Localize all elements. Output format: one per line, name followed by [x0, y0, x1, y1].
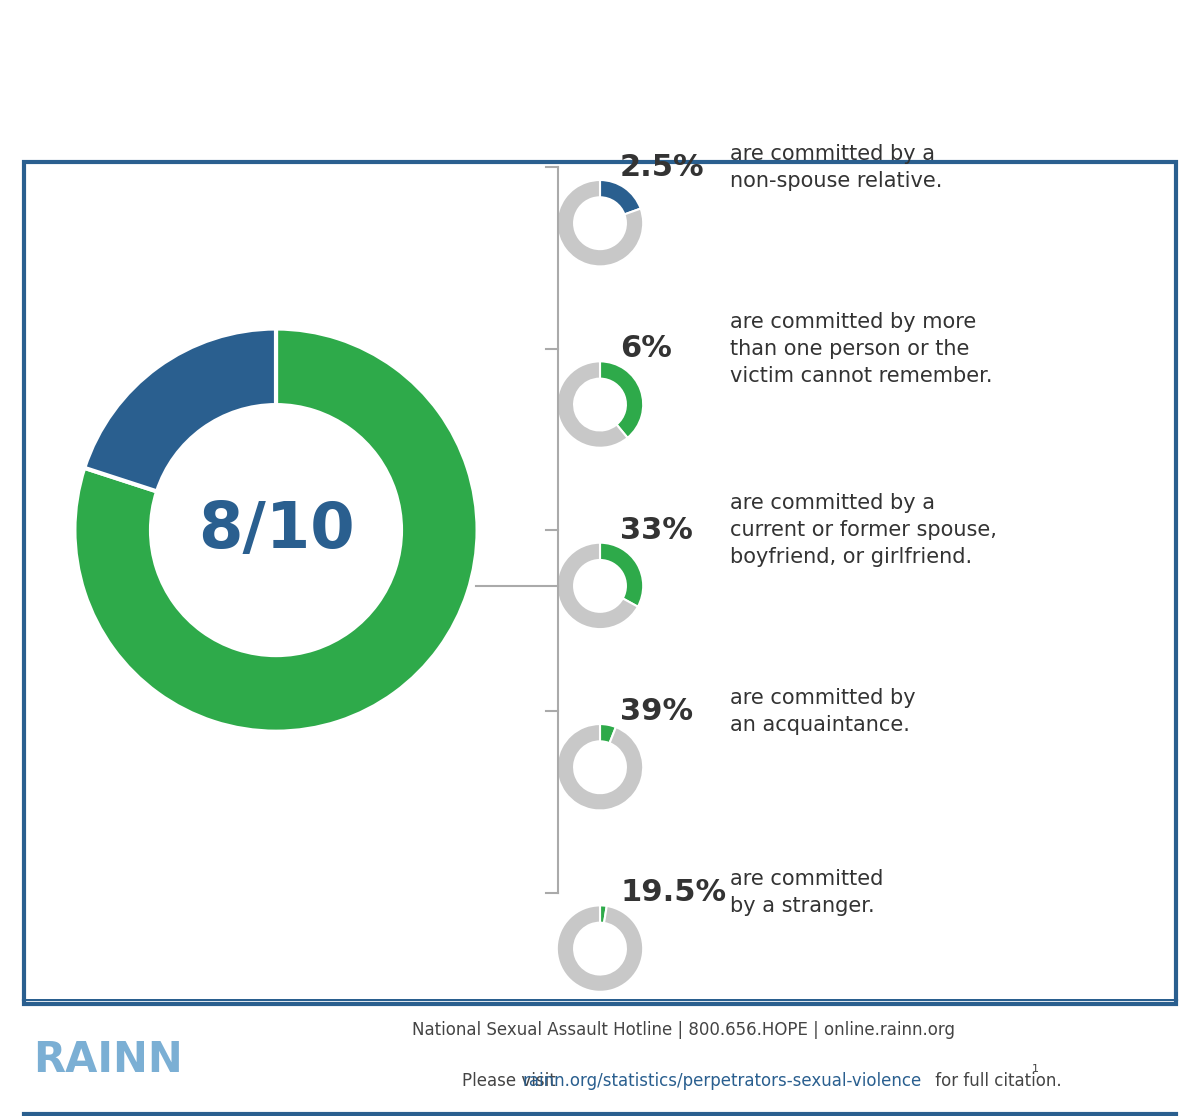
- Wedge shape: [84, 328, 276, 491]
- Text: 33%: 33%: [620, 516, 692, 545]
- Text: 19.5%: 19.5%: [620, 878, 726, 907]
- Wedge shape: [557, 724, 643, 810]
- Wedge shape: [557, 542, 638, 629]
- Text: 8 OUT OF 10 RAPES ARE COMMITTED BY: 8 OUT OF 10 RAPES ARE COMMITTED BY: [176, 38, 1024, 74]
- Text: 1: 1: [1032, 1065, 1039, 1074]
- Wedge shape: [74, 328, 478, 732]
- Wedge shape: [600, 180, 641, 214]
- Text: rainn.org/statistics/perpetrators-sexual-violence: rainn.org/statistics/perpetrators-sexual…: [522, 1071, 922, 1090]
- Text: are committed by more
than one person or the
victim cannot remember.: are committed by more than one person or…: [730, 311, 992, 386]
- Text: 2.5%: 2.5%: [620, 153, 704, 182]
- Text: are committed by a
non-spouse relative.: are committed by a non-spouse relative.: [730, 144, 942, 191]
- Wedge shape: [557, 180, 643, 267]
- Wedge shape: [600, 362, 643, 437]
- Text: are committed by
an acquaintance.: are committed by an acquaintance.: [730, 687, 916, 735]
- Text: RAINN: RAINN: [34, 1039, 182, 1080]
- Wedge shape: [600, 542, 643, 607]
- Text: 39%: 39%: [620, 698, 694, 725]
- Text: for full citation.: for full citation.: [930, 1071, 1062, 1090]
- Wedge shape: [557, 905, 643, 992]
- Wedge shape: [557, 362, 628, 448]
- Text: SOMEONE KNOWN TO THE VICTIM: SOMEONE KNOWN TO THE VICTIM: [242, 97, 958, 133]
- Text: 8/10: 8/10: [198, 499, 354, 561]
- Text: Please visit: Please visit: [462, 1071, 562, 1090]
- Text: 6%: 6%: [620, 335, 672, 363]
- Wedge shape: [600, 905, 607, 923]
- Text: are committed
by a stranger.: are committed by a stranger.: [730, 869, 883, 916]
- Text: are committed by a
current or former spouse,
boyfriend, or girlfriend.: are committed by a current or former spo…: [730, 493, 997, 567]
- Wedge shape: [600, 724, 616, 743]
- Text: National Sexual Assault Hotline | 800.656.HOPE | online.rainn.org: National Sexual Assault Hotline | 800.65…: [413, 1021, 955, 1039]
